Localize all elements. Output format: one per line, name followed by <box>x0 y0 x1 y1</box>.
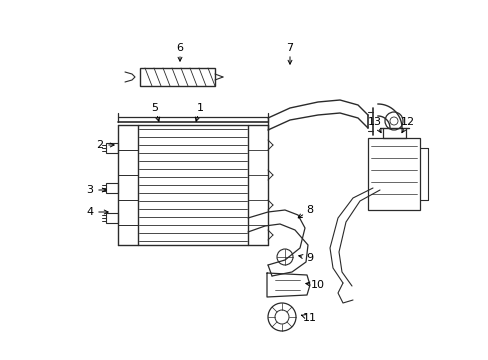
Text: 9: 9 <box>306 253 313 263</box>
Bar <box>138 125 247 245</box>
Text: 5: 5 <box>151 103 158 113</box>
Bar <box>106 213 118 223</box>
Text: 1: 1 <box>196 103 203 113</box>
Text: 7: 7 <box>286 43 293 53</box>
Text: 8: 8 <box>306 205 313 215</box>
Text: 13: 13 <box>367 117 381 127</box>
Text: 12: 12 <box>400 117 414 127</box>
Text: 10: 10 <box>310 280 325 290</box>
Bar <box>140 68 215 86</box>
Text: 2: 2 <box>96 140 103 150</box>
Bar <box>106 183 118 193</box>
Text: 11: 11 <box>303 313 316 323</box>
Bar <box>106 143 118 153</box>
Text: 3: 3 <box>86 185 93 195</box>
Text: 6: 6 <box>176 43 183 53</box>
Text: 4: 4 <box>86 207 93 217</box>
Bar <box>367 138 419 210</box>
